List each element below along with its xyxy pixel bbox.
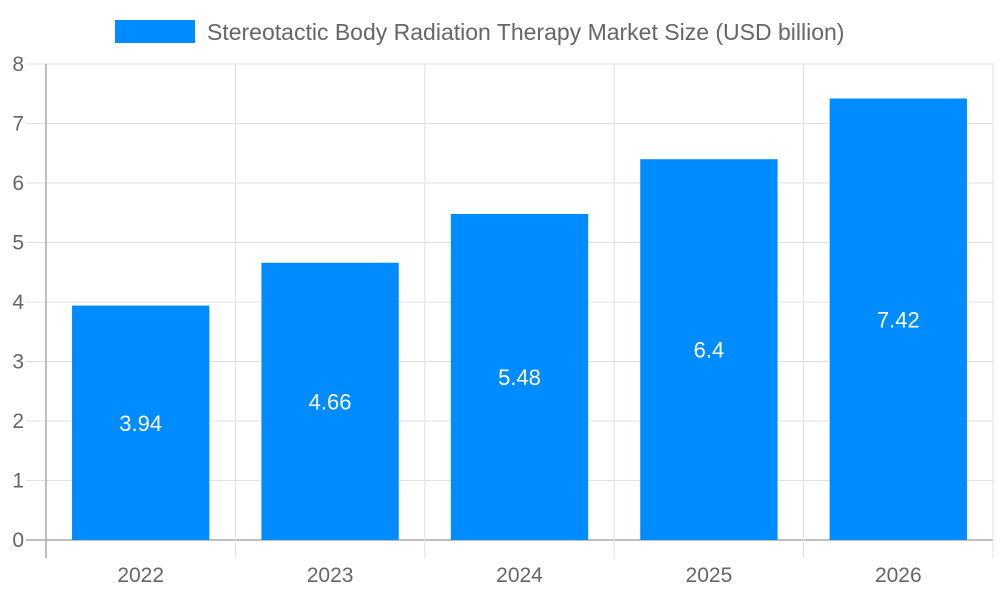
bars xyxy=(72,98,967,540)
labels: 0 1 2 3 4 5 6 7 8 3.94 2022 4.66 2023 5.48 2024 6.4 2025… xyxy=(12,53,921,587)
y-tick-label: 8 xyxy=(12,53,24,76)
data-label: 6.4 xyxy=(694,338,725,363)
x-tick-label: 2026 xyxy=(875,564,922,587)
y-tick-label: 5 xyxy=(12,232,24,255)
x-tick-label: 2023 xyxy=(307,564,354,587)
legend[interactable]: Stereotactic Body Radiation Therapy Mark… xyxy=(115,19,844,45)
data-label: 5.48 xyxy=(498,365,541,390)
data-label: 3.94 xyxy=(119,411,162,436)
bar-2023 xyxy=(261,262,399,540)
y-tick-label: 2 xyxy=(12,410,24,433)
x-tick-label: 2025 xyxy=(686,564,733,587)
bar-2025 xyxy=(640,159,778,540)
y-tick-label: 1 xyxy=(12,470,24,493)
x-tick-label: 2022 xyxy=(117,564,164,587)
legend-swatch xyxy=(115,20,195,43)
data-label: 4.66 xyxy=(309,389,352,414)
bar-2022 xyxy=(72,305,210,540)
y-tick-label: 7 xyxy=(12,113,24,136)
legend-label: Stereotactic Body Radiation Therapy Mark… xyxy=(207,19,844,45)
bar-2026 xyxy=(829,98,967,540)
y-tick-label: 4 xyxy=(12,291,24,314)
y-tick-label: 0 xyxy=(12,529,24,552)
y-tick-label: 6 xyxy=(12,172,24,195)
data-label: 7.42 xyxy=(877,307,920,332)
x-tick-label: 2024 xyxy=(496,564,543,587)
y-tick-label: 3 xyxy=(12,351,24,374)
bar-2024 xyxy=(450,213,589,540)
